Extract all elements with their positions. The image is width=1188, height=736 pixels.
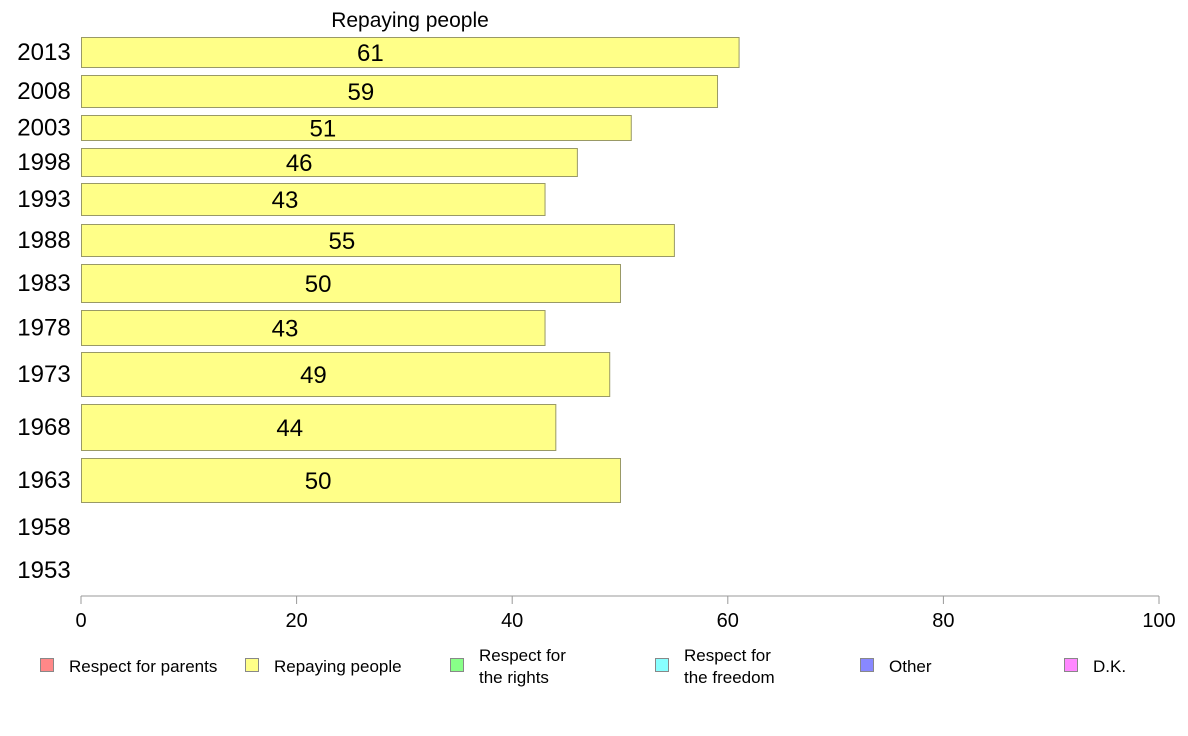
x-tick-label: 100 (1142, 610, 1175, 632)
bar (81, 183, 546, 216)
legend-label: Respect for parents (69, 657, 217, 676)
bar (81, 75, 719, 108)
year-label: 1953 (17, 557, 70, 584)
legend-label: the freedom (684, 668, 775, 687)
bar (81, 148, 578, 177)
year-label: 2008 (17, 78, 70, 105)
x-tick-label: 40 (501, 610, 523, 632)
bar (81, 458, 621, 503)
bar-value-label: 61 (357, 40, 384, 67)
bar (81, 404, 557, 451)
bar-value-label: 51 (310, 116, 337, 143)
x-axis: 0 20 40 60 80 100 (75, 595, 1176, 632)
bar-value-label: 50 (305, 468, 332, 495)
bar (81, 352, 611, 397)
year-label: 1963 (17, 467, 70, 494)
legend-swatch (860, 658, 874, 672)
x-tick-label: 0 (75, 610, 86, 632)
year-label: 1988 (17, 227, 70, 254)
bar-value-label: 43 (272, 316, 299, 343)
bar (81, 264, 621, 303)
year-label: 1968 (17, 414, 70, 441)
legend-label: Respect for (684, 646, 771, 665)
bar (81, 115, 632, 141)
legend: Respect for parents Repaying people Respec… (40, 646, 1126, 687)
chart-title: Repaying people (331, 9, 489, 32)
year-label: 1998 (17, 149, 70, 176)
x-tick-label: 60 (717, 610, 739, 632)
legend-label: Other (889, 657, 932, 676)
legend-swatch (655, 658, 669, 672)
bar (81, 37, 740, 68)
year-label: 2013 (17, 39, 70, 66)
bar (81, 224, 675, 257)
bar-value-label: 50 (305, 271, 332, 298)
bar-value-label: 59 (347, 79, 374, 106)
bar-value-label: 49 (300, 362, 327, 389)
legend-label: D.K. (1093, 657, 1126, 676)
year-label: 1978 (17, 315, 70, 342)
year-label: 2003 (17, 115, 70, 142)
year-label: 1993 (17, 186, 70, 213)
year-label: 1958 (17, 514, 70, 541)
legend-label: Respect for (479, 646, 566, 665)
x-tick-label: 20 (285, 610, 307, 632)
legend-swatch (245, 658, 259, 672)
legend-swatch (40, 658, 54, 672)
legend-label: the rights (479, 668, 549, 687)
year-label: 1973 (17, 361, 70, 388)
x-tick-label: 80 (932, 610, 954, 632)
legend-label: Repaying people (274, 657, 402, 676)
bar-value-label: 46 (286, 150, 313, 177)
year-label: 1983 (17, 270, 70, 297)
bar-value-label: 55 (329, 228, 356, 255)
legend-swatch (1064, 658, 1078, 672)
legend-swatch (450, 658, 464, 672)
bar-value-label: 43 (272, 187, 299, 214)
bar-rows: 2013 61 2008 59 2003 51 1998 46 1993 43 1988 55 1983… (17, 37, 740, 584)
bar (81, 310, 546, 346)
bar-value-label: 44 (276, 415, 303, 442)
